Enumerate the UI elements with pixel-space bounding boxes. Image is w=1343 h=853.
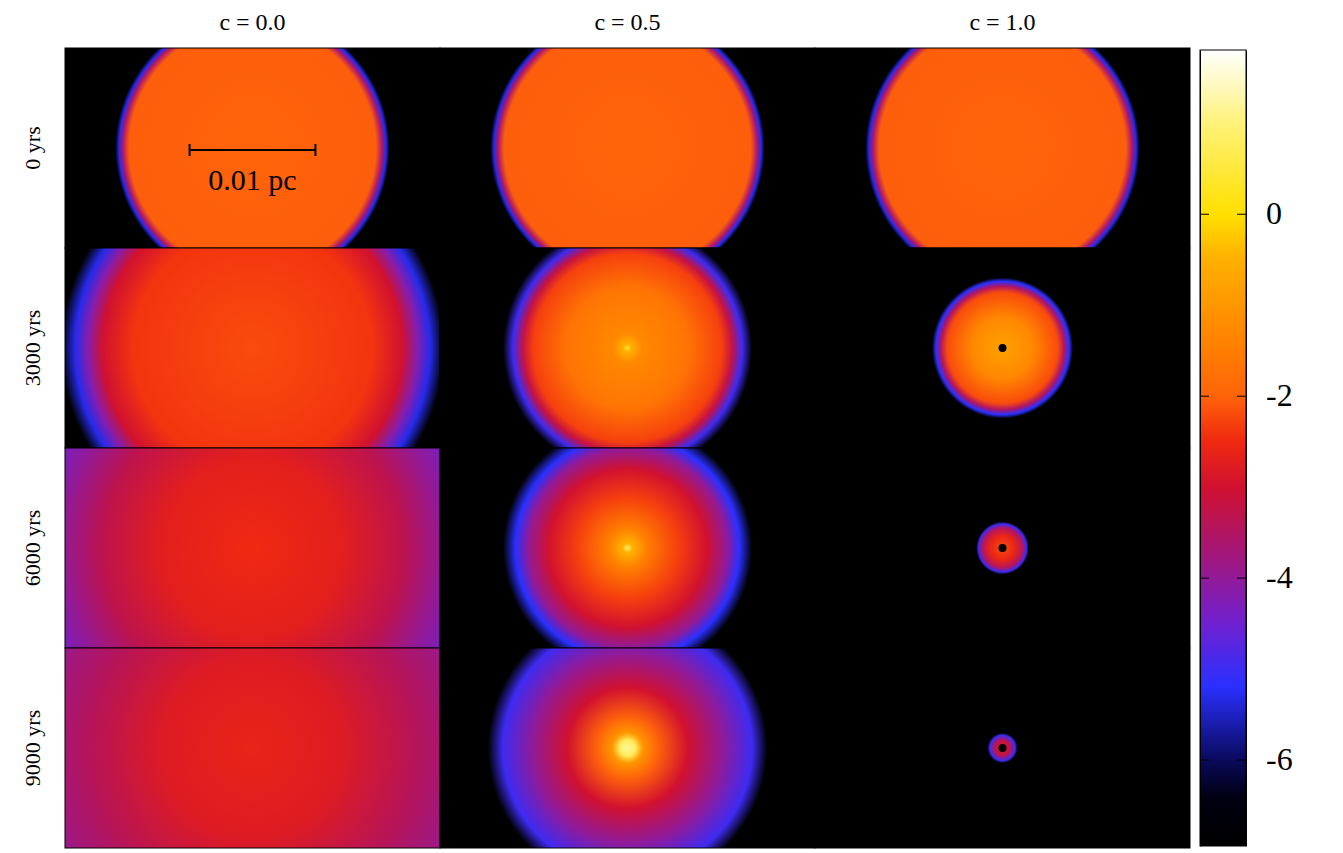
panel-marks [65,48,440,248]
colorbar-axis: 0 -2 -4 -6 [1237,51,1293,847]
panel-marks [65,448,440,648]
row-label: 0 yrs [20,126,45,169]
panel-frame [65,248,440,448]
colorbar-tick-mark [1237,396,1246,397]
density-profile [976,522,1029,575]
panel-frame [65,648,440,848]
colorbar-tick-label: -2 [1266,377,1293,413]
figure: c = 0.0 c = 0.5 c = 1.0 0 yrs 3000 yrs 6000 y… [0,0,1343,853]
panel-background [815,448,1190,648]
colorbar-tick: -2 [1237,377,1293,413]
row-label: 3000 yrs [20,310,45,386]
panel-frame [65,448,440,648]
panel [815,11,1190,285]
colorbar-axis-left [1200,51,1209,847]
panel-marks [440,648,815,848]
scale-bar-end [314,144,316,156]
panel-marks [440,248,815,448]
row-label: 9000 yrs [20,710,45,786]
row-label: 6000 yrs [20,510,45,586]
panel-marks [815,48,1190,248]
colorbar-tick: -4 [1237,559,1293,595]
panel-marks [815,248,1190,448]
colorbar-tick-mark [1200,214,1209,215]
colorbar-tick-mark [1200,396,1209,397]
panel-background [815,248,1190,448]
colorbar-tick [1200,214,1209,215]
panel [440,423,815,672]
density-profile [65,248,440,448]
scale-bar-line [190,149,316,151]
colorbar [1200,50,1246,846]
panel [440,11,815,285]
panel [22,518,483,853]
panel-frame [440,248,815,448]
colorbar-tick-mark [1200,760,1209,761]
density-profile [503,248,752,448]
panel-frame [440,48,815,248]
density-profile [932,278,1073,419]
panel-frame [815,248,1190,448]
panel-frame [440,648,815,848]
panel-marks [65,648,440,848]
column-title: c = 1.0 [969,9,1035,35]
density-profile [65,648,440,848]
colorbar-tick: 0 [1237,195,1282,231]
panel-marks [65,248,440,448]
panel-marks [815,448,1190,648]
sink-particle [999,544,1007,552]
panel [440,223,815,472]
colorbar-axis-line [1246,51,1247,847]
panel-frame [440,448,815,648]
panel-marks [440,48,815,248]
panel [815,648,1190,848]
scale-bar-end [189,144,191,156]
density-profile [65,448,440,648]
panel-marks [440,448,815,648]
colorbar-tick-label: -4 [1266,559,1293,595]
colorbar-tick: -6 [1237,741,1293,777]
colorbar-tick-label: 0 [1266,195,1282,231]
sink-particle [999,744,1007,752]
panel [815,448,1190,648]
panel [440,608,815,853]
density-profile [987,733,1017,763]
colorbar-tick [1200,578,1209,579]
colorbar-tick-label: -6 [1266,741,1293,777]
panel-frame [815,48,1190,248]
colorbar-tick-mark [1237,578,1246,579]
density-profile [503,448,752,648]
panel-frame [815,448,1190,648]
colorbar-tick-mark [1237,214,1246,215]
panel: 0.01 pc [65,11,440,285]
colorbar-tick-mark [1200,578,1209,579]
colorbar-axis-line [1200,51,1201,847]
colorbar-tick-mark [1237,760,1246,761]
density-profile [115,48,389,248]
colorbar-tick [1200,760,1209,761]
density-profile [488,648,767,848]
scale-bar-label: 0.01 pc [208,163,296,196]
density-profile [865,48,1139,248]
panel-frame [65,48,440,248]
panel-frame [815,648,1190,848]
column-title: c = 0.5 [594,9,660,35]
panel [815,248,1190,448]
panel-background [815,648,1190,848]
density-profile [490,48,764,248]
colorbar-tick [1200,396,1209,397]
sink-particle [999,344,1007,352]
scale-bar: 0.01 pc [190,144,316,196]
column-title: c = 0.0 [219,9,285,35]
panel-marks [815,648,1190,848]
